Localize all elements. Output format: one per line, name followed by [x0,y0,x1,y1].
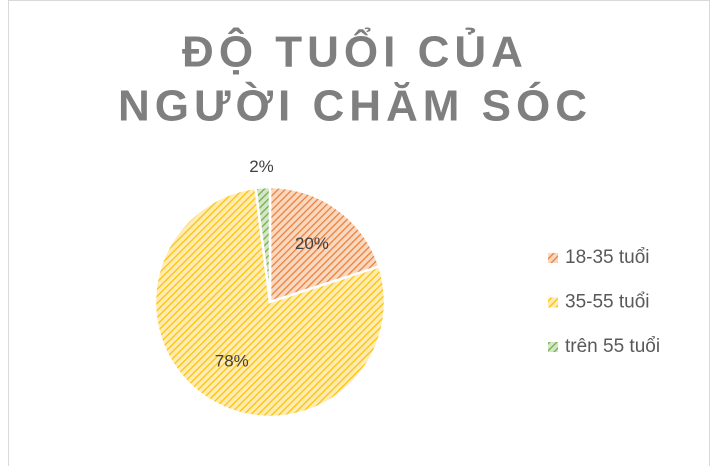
chart-title: NGƯỜI CHĂM SÓC [118,81,592,131]
legend-label: 35-55 tuổi [565,292,650,313]
legend-swatch [548,297,558,308]
data-label: 78% [215,352,249,371]
legend-label: trên 55 tuổi [565,336,660,357]
pie-slice [268,185,381,304]
legend-label: 18-35 tuổi [565,247,650,268]
legend-swatch [548,253,558,263]
data-label: 20% [295,234,329,253]
legend-swatch [548,342,558,352]
chart-title: ĐỘ TUỔI CỦA [182,26,528,77]
pie-slice [153,186,387,419]
data-label: 2% [249,157,274,176]
pie-slice [254,185,272,303]
